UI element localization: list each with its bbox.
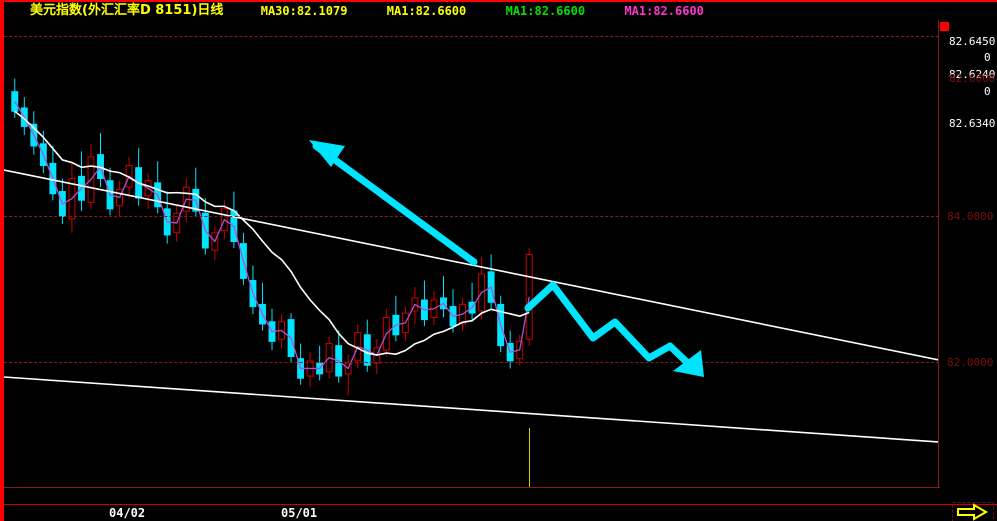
crosshair-vertical-line xyxy=(529,428,530,487)
ma1-readout-yellow: MA1:82.6600 xyxy=(386,4,467,18)
chart-title: 美元指数(外汇汇率D 8151)日线 xyxy=(30,3,224,18)
price-axis-label: 82.6450 xyxy=(949,35,996,48)
time-axis-label: 04/02 xyxy=(109,506,146,520)
price-axis-label: 0 xyxy=(984,85,991,98)
gridline-8400 xyxy=(4,216,938,217)
price-axis-label: 82.6340 xyxy=(949,117,996,130)
annotation-arrows-layer xyxy=(309,140,704,377)
last-price-marker xyxy=(940,22,949,31)
price-axis-label: 82.0000 xyxy=(947,356,994,369)
price-axis-label: 82.6240 xyxy=(949,68,996,81)
time-axis-label: 05/01 xyxy=(281,506,318,520)
price-plot-area[interactable] xyxy=(4,20,939,487)
price-axis-label: 84.0000 xyxy=(947,210,994,223)
price-axis-label: 82.6000 xyxy=(949,72,996,85)
time-axis[interactable]: 04/02 05/01 xyxy=(4,505,997,521)
plot-bottom-divider xyxy=(4,487,940,488)
pressure-line-pointer xyxy=(309,140,478,266)
price-axis[interactable]: 82.6450 0 82.6240 82.6000 0 82.6340 84.0… xyxy=(940,20,997,487)
gridline-8200 xyxy=(4,362,938,363)
ma30-readout: MA30:82.1079 xyxy=(260,4,348,18)
time-axis-divider xyxy=(4,504,997,505)
candlestick-series xyxy=(4,78,938,443)
forecast-decline-path xyxy=(524,281,704,377)
ma1-readout-green: MA1:82.6600 xyxy=(505,4,586,18)
arrow-right-icon[interactable] xyxy=(952,502,994,521)
gridline-8465 xyxy=(4,36,938,37)
price-axis-label: 0 xyxy=(984,51,991,64)
scroll-right-button[interactable] xyxy=(952,502,994,521)
chart-legend-header: 美元指数(外汇汇率D 8151)日线 MA30:82.1079 MA1:82.6… xyxy=(4,2,997,20)
ma1-readout-magenta: MA1:82.6600 xyxy=(624,4,704,18)
